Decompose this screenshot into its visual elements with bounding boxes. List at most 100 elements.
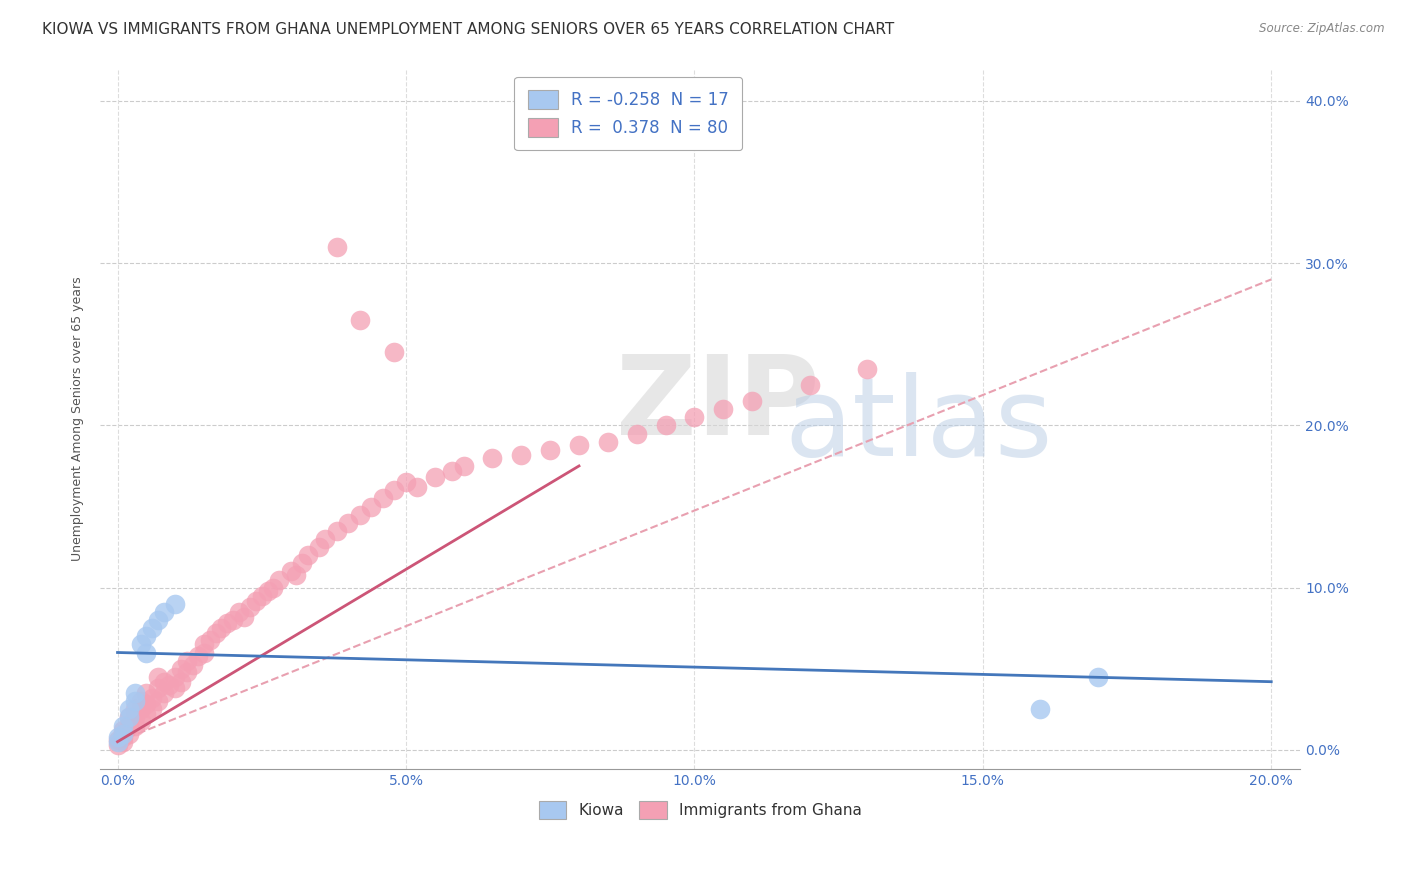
Point [107,735,129,749]
Point [118,702,141,716]
Point [267,573,290,587]
Point [314,532,336,546]
Point [146,681,169,696]
Point [129,637,152,651]
Point [217,616,239,631]
Point [233,610,256,624]
Point [596,434,619,449]
Point [711,402,734,417]
Point [107,738,129,752]
Point [741,394,763,409]
Point [118,710,141,724]
Point [285,567,308,582]
Point [165,597,187,611]
Point [204,626,226,640]
Point [107,733,129,747]
Point [239,600,262,615]
Point [291,556,314,570]
Point [112,735,135,749]
Point [856,361,879,376]
Point [176,654,198,668]
Point [146,670,169,684]
Point [124,710,146,724]
Point [135,686,157,700]
Point [406,480,429,494]
Point [325,240,347,254]
Point [198,632,221,647]
Point [280,565,302,579]
Point [453,458,475,473]
Point [337,516,360,530]
Point [423,470,446,484]
Point [165,670,187,684]
Point [384,345,406,359]
Point [112,723,135,738]
Point [141,690,163,705]
Text: atlas: atlas [785,373,1053,479]
Point [112,726,135,740]
Point [112,730,135,744]
Point [568,438,591,452]
Point [124,702,146,716]
Y-axis label: Unemployment Among Seniors over 65 years: Unemployment Among Seniors over 65 years [72,277,84,561]
Point [654,418,676,433]
Point [124,686,146,700]
Point [135,629,157,643]
Point [170,662,193,676]
Point [384,483,406,498]
Point [135,707,157,722]
Point [325,524,347,538]
Point [181,658,204,673]
Point [118,726,141,740]
Point [118,718,141,732]
Point [349,508,371,522]
Point [193,646,215,660]
Point [152,605,174,619]
Point [152,686,174,700]
Point [159,678,181,692]
Point [371,491,394,506]
Point [683,410,706,425]
Point [129,702,152,716]
Point [626,426,648,441]
Point [510,448,533,462]
Point [222,613,245,627]
Point [209,621,232,635]
Point [129,714,152,728]
Point [193,637,215,651]
Point [135,698,157,712]
Point [538,442,561,457]
Point [1029,702,1052,716]
Text: KIOWA VS IMMIGRANTS FROM GHANA UNEMPLOYMENT AMONG SENIORS OVER 65 YEARS CORRELAT: KIOWA VS IMMIGRANTS FROM GHANA UNEMPLOYM… [42,22,894,37]
Point [107,730,129,744]
Point [441,464,464,478]
Point [1087,670,1109,684]
Point [360,500,382,514]
Point [124,718,146,732]
Point [152,674,174,689]
Text: Source: ZipAtlas.com: Source: ZipAtlas.com [1260,22,1385,36]
Point [228,605,250,619]
Point [262,581,284,595]
Legend: Kiowa, Immigrants from Ghana: Kiowa, Immigrants from Ghana [533,795,868,825]
Point [176,665,198,679]
Point [250,589,273,603]
Point [308,540,330,554]
Point [146,694,169,708]
Point [146,613,169,627]
Point [129,694,152,708]
Point [135,646,157,660]
Point [165,681,187,696]
Point [118,710,141,724]
Text: ZIP: ZIP [616,351,820,458]
Point [141,621,163,635]
Point [349,313,371,327]
Point [395,475,418,490]
Point [481,450,503,465]
Point [112,718,135,732]
Point [141,702,163,716]
Point [187,648,209,663]
Point [124,694,146,708]
Point [170,674,193,689]
Point [297,548,319,562]
